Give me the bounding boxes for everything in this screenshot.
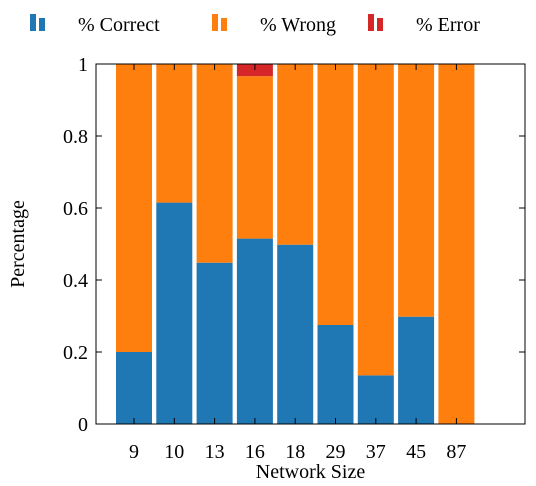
x-axis: 9 10 13 16 18 29 37 45 87 bbox=[129, 64, 466, 463]
bar-correct-13 bbox=[196, 262, 233, 424]
bar-correct-16 bbox=[236, 238, 273, 424]
plot-frame bbox=[95, 63, 526, 425]
x-tick-label: 29 bbox=[326, 441, 346, 463]
y-axis: 0 0.2 0.4 0.6 0.8 1 bbox=[63, 54, 525, 436]
legend-swatch bbox=[368, 14, 374, 31]
bar-wrong-10 bbox=[156, 64, 193, 203]
y-tick-label: 0.8 bbox=[63, 126, 88, 148]
x-tick-label: 45 bbox=[406, 441, 426, 463]
x-axis-label: Network Size bbox=[256, 461, 366, 483]
bar-wrong-18 bbox=[277, 64, 314, 245]
x-tick-label: 37 bbox=[366, 441, 386, 463]
y-tick-label: 0.2 bbox=[63, 342, 88, 364]
y-tick-label: 1 bbox=[78, 54, 88, 76]
bar-correct-29 bbox=[317, 325, 354, 424]
legend-swatch bbox=[39, 18, 45, 31]
bar-wrong-45 bbox=[398, 64, 435, 317]
legend-label: % Correct bbox=[78, 14, 160, 36]
bar-correct-37 bbox=[357, 375, 394, 424]
x-tick-label: 18 bbox=[285, 441, 305, 463]
legend-item-1: % Correct bbox=[30, 14, 160, 36]
bar-correct-10 bbox=[156, 202, 193, 424]
y-axis-label: Percentage bbox=[7, 200, 29, 288]
bar-correct-18 bbox=[277, 244, 314, 424]
bar-correct-45 bbox=[398, 316, 435, 424]
x-tick-label: 10 bbox=[164, 441, 184, 463]
bar-wrong-29 bbox=[317, 64, 354, 325]
bar-correct-9 bbox=[116, 352, 152, 424]
legend-item-3: % Error bbox=[368, 14, 480, 36]
y-tick-label: 0 bbox=[78, 414, 88, 436]
bar-wrong-87 bbox=[438, 64, 475, 424]
legend: % Correct % Wrong % Error bbox=[30, 14, 480, 36]
legend-swatch bbox=[221, 18, 227, 31]
bar-wrong-13 bbox=[196, 64, 233, 263]
legend-swatch bbox=[212, 14, 218, 31]
legend-swatch bbox=[377, 18, 383, 31]
legend-label: % Error bbox=[416, 14, 480, 36]
legend-label: % Wrong bbox=[260, 14, 336, 36]
legend-item-2: % Wrong bbox=[212, 14, 336, 36]
y-tick-label: 0.4 bbox=[63, 270, 88, 292]
x-tick-label: 87 bbox=[446, 441, 466, 463]
y-tick-label: 0.6 bbox=[63, 198, 88, 220]
x-tick-label: 13 bbox=[205, 441, 225, 463]
legend-swatch bbox=[30, 14, 36, 31]
bar-error-16 bbox=[236, 64, 273, 77]
bar-wrong-16 bbox=[236, 76, 273, 239]
x-tick-label: 16 bbox=[245, 441, 265, 463]
bars bbox=[116, 64, 475, 424]
x-tick-label: 9 bbox=[129, 441, 139, 463]
bar-wrong-37 bbox=[357, 64, 394, 376]
bar-wrong-9 bbox=[116, 64, 152, 352]
